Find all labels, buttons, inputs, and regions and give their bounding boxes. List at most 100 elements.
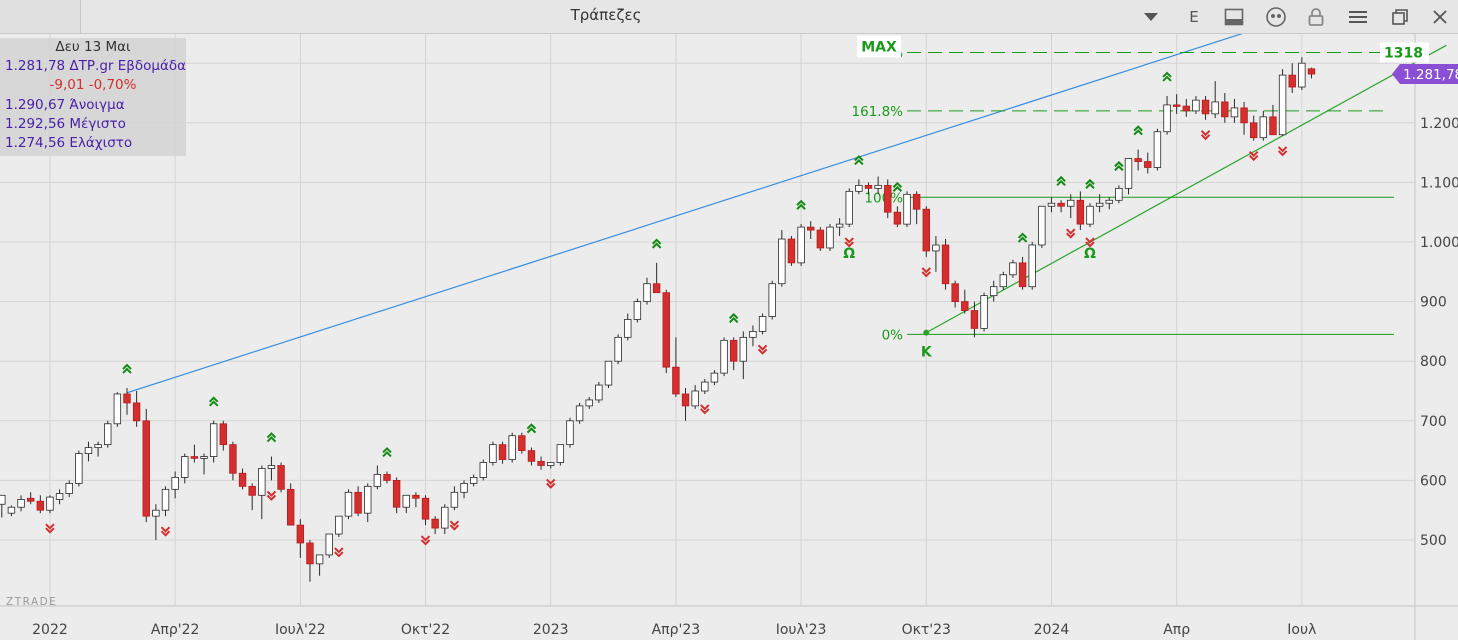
candle-132 [1269, 104, 1277, 136]
candle-114 [1095, 194, 1104, 213]
candle-71 [681, 388, 690, 421]
trendline-resistance [126, 34, 1243, 394]
menu-button[interactable] [1342, 0, 1374, 33]
candle-2 [17, 495, 25, 512]
price-badge-bg [1392, 64, 1458, 85]
info-open: 1.290,67 Άνοιγμα [5, 96, 125, 113]
candle-118 [1134, 149, 1142, 171]
candle-112 [1076, 191, 1085, 231]
candle-97 [932, 236, 940, 272]
candle-53 [508, 432, 516, 463]
candle-113 [1086, 203, 1094, 228]
signal-down-1 [160, 526, 171, 537]
info-date: Δευ 13 Μαι [55, 39, 131, 55]
candle-37 [354, 486, 362, 517]
candle-47 [450, 486, 459, 511]
candle-84 [807, 221, 815, 240]
candle-10 [94, 441, 102, 457]
signal-up-15 [1162, 71, 1172, 82]
price-badges: 1318 1.281,78 [1380, 42, 1458, 85]
x-tick-label-3: Οκτ'22 [401, 622, 450, 638]
candle-111 [1067, 194, 1075, 219]
quote-bubble-icon [1266, 6, 1286, 27]
candle-33 [315, 554, 324, 576]
candle-22 [209, 420, 218, 463]
candle-79 [758, 313, 767, 335]
candle-136 [1307, 67, 1316, 79]
candle-41 [392, 477, 401, 514]
y-tick-label-2: 700 [1420, 414, 1447, 430]
price-badge-label: 1.281,78 [1403, 67, 1458, 83]
x-tick-label-9: Απρ [1163, 622, 1190, 638]
candle-99 [951, 280, 959, 308]
candle-96 [922, 206, 930, 257]
window-title: Τράπεζες [570, 6, 642, 24]
candle-106 [1018, 256, 1027, 290]
candle-45 [431, 516, 439, 535]
candle-52 [498, 441, 507, 464]
restore-button[interactable] [1384, 0, 1416, 33]
target-badge-bg [1380, 42, 1429, 63]
candle-82 [787, 236, 796, 266]
candle-107 [1028, 242, 1036, 290]
candle-64 [614, 334, 622, 365]
candle-81 [778, 230, 786, 287]
candle-27 [258, 465, 266, 520]
candle-91 [874, 176, 882, 195]
candle-23 [219, 420, 227, 451]
grid-lines [0, 34, 1415, 606]
candle-87 [835, 218, 844, 237]
candle-63 [604, 360, 613, 389]
candle-65 [624, 313, 632, 341]
candle-31 [296, 519, 305, 558]
candle-88 [845, 188, 853, 228]
candle-3 [26, 492, 35, 505]
lock-button[interactable] [1300, 0, 1332, 33]
signal-down-14 [1248, 150, 1259, 162]
fib-label-2: 100% [864, 190, 903, 206]
close-button[interactable] [1424, 0, 1456, 33]
title-bar-left-panel[interactable] [0, 0, 81, 33]
candle-9 [84, 441, 93, 462]
candle-78 [749, 325, 757, 347]
signal-up-10 [1017, 232, 1028, 243]
info-low: 1.274,56 Ελάχιστο [5, 135, 133, 152]
comment-button[interactable] [1260, 0, 1292, 33]
candle-92 [884, 179, 892, 219]
x-tick-label-0: 2022 [32, 622, 68, 638]
candles [0, 57, 1316, 582]
signal-down-7 [700, 404, 710, 415]
e-button[interactable]: E [1189, 7, 1199, 26]
candle-39 [373, 465, 382, 490]
watermark: ZTRADE [6, 596, 58, 608]
price-chart[interactable]: 200%161.8%100%0%MAX ΩΩK 5006007008009001… [0, 34, 1458, 640]
candle-67 [643, 277, 651, 305]
dropdown-button[interactable] [1132, 0, 1170, 33]
candle-127 [1221, 93, 1229, 123]
candle-125 [1201, 95, 1210, 120]
y-tick-label-7: 1.200 [1420, 116, 1458, 132]
candle-123 [1182, 98, 1190, 117]
y-tick-label-3: 800 [1420, 354, 1447, 370]
title-bar: Τράπεζες E [0, 0, 1458, 34]
y-tick-label-6: 1.100 [1420, 175, 1458, 191]
y-tick-label-0: 500 [1420, 533, 1447, 549]
candle-7 [65, 480, 73, 498]
candle-80 [768, 280, 776, 320]
candle-57 [547, 462, 555, 469]
candle-25 [238, 468, 247, 490]
candle-108 [1038, 205, 1046, 248]
candle-90 [864, 182, 873, 195]
candle-28 [267, 456, 276, 481]
signal-down-4 [420, 535, 431, 546]
panel-button[interactable] [1218, 0, 1250, 33]
x-tick-label-4: 2023 [533, 622, 569, 638]
candle-50 [479, 459, 487, 481]
candle-75 [720, 337, 728, 377]
candle-38 [364, 483, 372, 523]
candle-116 [1115, 185, 1123, 204]
candle-109 [1047, 197, 1056, 213]
pivot-dot [923, 329, 930, 336]
fib-label-1: 161.8% [852, 104, 904, 120]
candle-11 [104, 420, 112, 448]
